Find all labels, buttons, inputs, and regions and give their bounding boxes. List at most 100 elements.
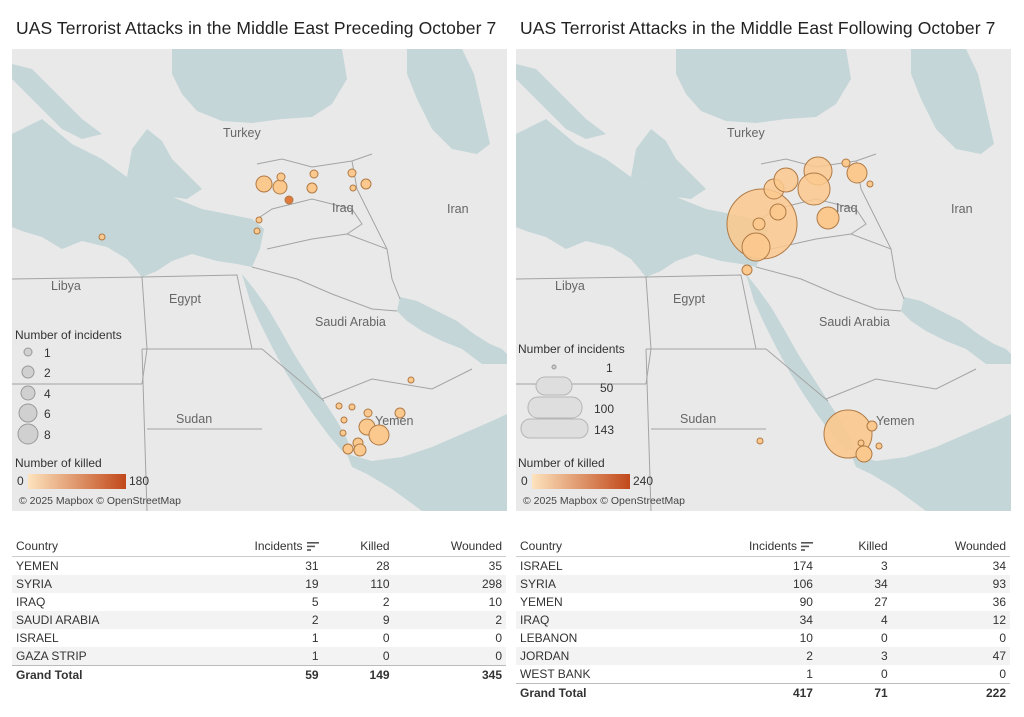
label-libya: Libya — [555, 279, 585, 293]
incident-bubble — [866, 420, 878, 432]
cell-total-incidents: 59 — [185, 665, 323, 684]
incidents-table: Country Incidents Killed Wounded ISRAEL 1… — [516, 536, 1010, 702]
arabian-sea — [347, 414, 507, 511]
label-egypt: Egypt — [673, 292, 705, 306]
killed-legend-title: Number of killed — [518, 456, 605, 470]
cell-killed: 9 — [322, 611, 394, 629]
header-killed[interactable]: Killed — [322, 536, 394, 557]
incident-bubble — [752, 217, 766, 231]
killed-legend: Number of killed 0 180 — [15, 456, 149, 489]
cell-wounded: 47 — [891, 647, 1010, 665]
persian-gulf — [901, 297, 1011, 364]
incident-bubble — [342, 443, 354, 455]
incident-bubble — [339, 429, 347, 437]
label-yemen: Yemen — [876, 414, 915, 428]
cell-incidents: 1 — [806, 667, 813, 681]
header-wounded[interactable]: Wounded — [393, 536, 506, 557]
incident-bubble — [347, 168, 357, 178]
incident-bubble — [857, 439, 865, 447]
cell-killed: 34 — [816, 575, 892, 593]
cell-wounded: 12 — [891, 611, 1010, 629]
incident-bubble — [309, 169, 319, 179]
header-wounded[interactable]: Wounded — [891, 536, 1010, 557]
country-borders — [12, 153, 473, 511]
caspian-sea — [407, 49, 490, 154]
cell-killed: 0 — [880, 631, 888, 645]
table-row: GAZA STRIP 1 0 0 — [12, 647, 506, 666]
cell-wounded: 2 — [393, 611, 506, 629]
incident-bubble — [306, 182, 318, 194]
header-killed[interactable]: Killed — [816, 536, 892, 557]
map-canvas[interactable]: Turkey Iraq Iran Libya Egypt Saudi Arabi… — [12, 49, 507, 511]
map-canvas[interactable]: Turkey Iraq Iran Libya Egypt Saudi Arabi… — [516, 49, 1011, 511]
sort-descending-icon[interactable] — [800, 542, 813, 552]
cell-country: ISRAEL — [16, 631, 59, 645]
label-saudi-arabia: Saudi Arabia — [819, 315, 890, 329]
grand-total-row: Grand Total 417 71 222 — [516, 683, 1010, 702]
map-attribution[interactable]: © 2025 Mapbox © OpenStreetMap — [19, 495, 181, 507]
table-row: JORDAN 2 3 47 — [516, 647, 1010, 665]
incident-bubble — [816, 206, 840, 230]
table-header-row: Country Incidents Killed Wounded — [516, 536, 1010, 557]
header-country[interactable]: Country — [516, 536, 673, 557]
killed-legend-title: Number of killed — [15, 456, 102, 470]
incidents-legend: Number of incidents 1 2 4 6 8 — [15, 328, 122, 445]
mediterranean-sea — [516, 119, 768, 277]
red-sea — [242, 274, 350, 451]
label-egypt: Egypt — [169, 292, 201, 306]
table-row: SYRIA 106 34 93 — [516, 575, 1010, 593]
incident-bubble — [98, 233, 106, 241]
cell-killed: 0 — [382, 631, 390, 645]
sort-descending-icon[interactable] — [306, 542, 319, 552]
map-title: UAS Terrorist Attacks in the Middle East… — [520, 18, 996, 38]
cell-country: JORDAN — [516, 647, 673, 665]
map-view[interactable]: Turkey Iraq Iran Libya Egypt Saudi Arabi… — [12, 49, 507, 511]
cell-killed: 28 — [376, 559, 390, 573]
table-row: ISRAEL 174 3 34 — [516, 557, 1010, 576]
label-iraq: Iraq — [836, 201, 858, 215]
table-row: IRAQ 34 4 12 — [516, 611, 1010, 629]
incidents-legend: Number of incidents 1 50 100 143 — [518, 342, 625, 439]
label-sudan: Sudan — [680, 412, 716, 426]
incidents-legend-value: 8 — [44, 428, 51, 442]
incidents-legend-value: 6 — [44, 407, 51, 421]
incident-bubble — [741, 232, 771, 262]
cell-country: GAZA STRIP — [12, 647, 186, 666]
cell-country: SYRIA — [12, 575, 186, 593]
header-incidents-label: Incidents — [254, 539, 303, 553]
map-view[interactable]: Turkey Iraq Iran Libya Egypt Saudi Arabi… — [516, 49, 1011, 511]
cell-wounded: 0 — [999, 631, 1006, 645]
label-turkey: Turkey — [223, 126, 261, 140]
cell-country: IRAQ — [16, 595, 46, 609]
incident-bubble — [284, 195, 294, 205]
cell-incidents: 1 — [311, 631, 319, 645]
map-attribution[interactable]: © 2025 Mapbox © OpenStreetMap — [523, 495, 685, 507]
cell-killed: 3 — [816, 647, 892, 665]
cell-wounded: 0 — [393, 647, 506, 666]
mediterranean-sea — [12, 119, 264, 277]
incident-bubble — [368, 424, 390, 446]
cell-incidents: 174 — [792, 559, 813, 573]
cell-wounded: 34 — [992, 559, 1006, 573]
incidents-legend-value: 143 — [594, 423, 614, 437]
table-row: LEBANON 10 0 0 — [516, 629, 1010, 647]
grand-total-row: Grand Total 59 149 345 — [12, 665, 506, 684]
incident-bubble — [841, 158, 851, 168]
table-row: SYRIA 19 110 298 — [12, 575, 506, 593]
table-row: IRAQ 5 2 10 — [12, 593, 506, 611]
cell-killed: 27 — [874, 595, 888, 609]
cell-total-wounded: 345 — [393, 665, 506, 684]
table-row: YEMEN 90 27 36 — [516, 593, 1010, 611]
arabian-sea — [851, 414, 1011, 511]
header-country[interactable]: Country — [12, 536, 186, 557]
incident-bubble — [335, 402, 343, 410]
table-header-row: Country Incidents Killed Wounded — [12, 536, 506, 557]
cell-country: LEBANON — [520, 631, 578, 645]
killed-legend-max: 240 — [633, 474, 653, 488]
incident-bubble — [741, 264, 753, 276]
red-sea — [746, 274, 854, 451]
header-incidents[interactable]: Incidents — [672, 536, 817, 557]
cell-country: WEST BANK — [520, 667, 591, 681]
header-incidents[interactable]: Incidents — [185, 536, 323, 557]
aegean-sea — [127, 129, 202, 199]
